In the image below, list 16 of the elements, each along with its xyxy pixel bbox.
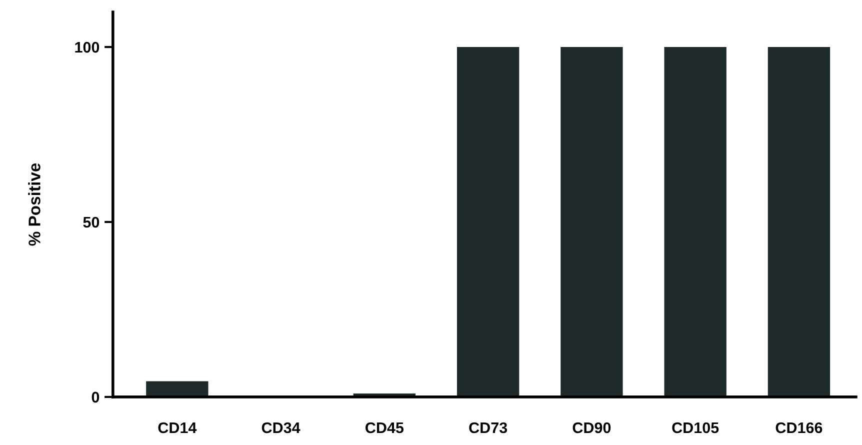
x-tick-label: CD34 <box>262 422 300 434</box>
x-tick-label: CD45 <box>366 422 404 434</box>
bar <box>768 47 830 397</box>
x-tick-label: CD14 <box>158 422 197 434</box>
bar <box>664 47 726 397</box>
y-tick-label: 0 <box>92 392 100 403</box>
y-axis-title: % Positive <box>28 163 40 246</box>
x-tick-label: CD73 <box>469 422 508 434</box>
bar <box>456 47 520 397</box>
y-tick-label: 50 <box>83 216 100 228</box>
x-tick-label: CD105 <box>672 422 719 434</box>
x-tick-label: CD90 <box>572 422 611 434</box>
bar <box>560 47 623 397</box>
y-tick-label: 100 <box>75 42 100 53</box>
bar <box>146 381 208 397</box>
x-tick-label: CD166 <box>776 422 822 434</box>
